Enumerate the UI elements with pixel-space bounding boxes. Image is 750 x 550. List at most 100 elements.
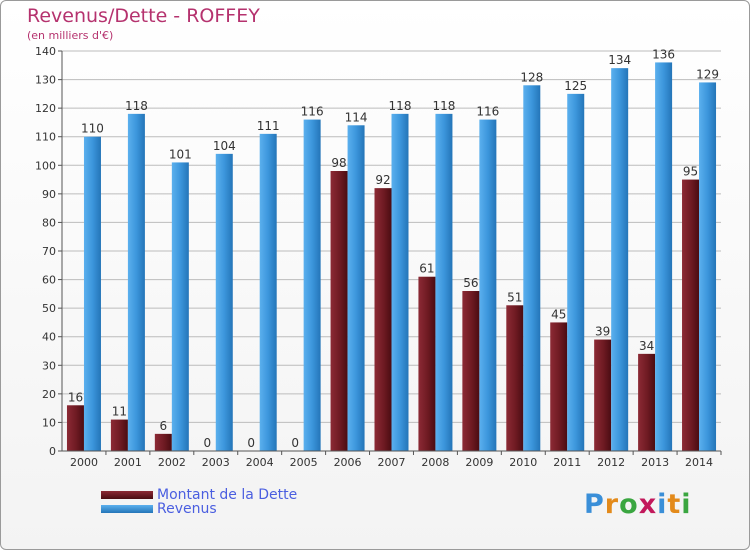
legend-item-debt: Montant de la Dette [101, 487, 297, 503]
data-label-debt: 34 [639, 339, 654, 353]
x-tick-label: 2009 [465, 456, 493, 469]
bars [66, 62, 717, 452]
bar-debt [110, 419, 128, 451]
bar-debt [594, 339, 612, 451]
x-tick-label: 2011 [553, 456, 581, 469]
data-labels: 16 110 11 118 6 101 0 104 0 111 0 116 98 114 92 118 61 11… [68, 47, 719, 450]
y-tick-label: 80 [42, 216, 56, 229]
data-label-debt: 11 [112, 405, 127, 419]
data-label-revenus: 116 [476, 105, 499, 119]
data-label-revenus: 136 [652, 47, 675, 61]
legend-item-revenus: Revenus [101, 501, 217, 517]
bar-debt [682, 179, 700, 452]
x-tick-label: 2002 [158, 456, 186, 469]
legend-label-revenus: Revenus [157, 501, 217, 517]
x-tick-label: 2003 [202, 456, 230, 469]
legend-label-debt: Montant de la Dette [157, 487, 298, 503]
bar-revenus [655, 62, 673, 452]
data-label-revenus: 110 [81, 122, 104, 136]
bar-revenus [611, 68, 629, 452]
data-label-revenus: 116 [301, 105, 324, 119]
y-tick-label: 30 [42, 359, 56, 372]
legend-swatch-revenus [101, 505, 153, 513]
x-tick-label: 2001 [114, 456, 142, 469]
x-tick-label: 2005 [290, 456, 318, 469]
y-tick-label: 20 [42, 388, 56, 401]
y-tick-label: 70 [42, 245, 56, 258]
bar-revenus [347, 125, 365, 452]
x-tick-label: 2013 [641, 456, 669, 469]
x-tick-label: 2010 [509, 456, 537, 469]
y-tick-label: 0 [49, 445, 56, 458]
x-tick-label: 2008 [421, 456, 449, 469]
y-tick-label: 60 [42, 274, 56, 287]
data-label-debt: 45 [551, 307, 566, 321]
y-tick-label: 120 [35, 102, 56, 115]
bar-debt [418, 276, 436, 451]
y-tick-label: 100 [35, 159, 56, 172]
y-tick-label: 10 [42, 416, 56, 429]
bar-debt [154, 433, 172, 451]
y-tick-label: 130 [35, 74, 56, 87]
x-tick-label: 2007 [378, 456, 406, 469]
data-label-revenus: 111 [257, 119, 280, 133]
bar-revenus [83, 136, 101, 451]
x-tick-label: 2000 [70, 456, 98, 469]
bar-revenus [435, 113, 453, 451]
data-label-revenus: 118 [432, 99, 455, 113]
data-label-revenus: 125 [564, 79, 587, 93]
y-tick-label: 50 [42, 302, 56, 315]
bar-debt [66, 405, 84, 451]
bar-debt [374, 188, 392, 451]
data-label-revenus: 128 [520, 70, 543, 84]
proxiti-logo: Proxiti [584, 489, 692, 520]
bar-revenus [171, 162, 189, 451]
bar-debt [550, 322, 568, 451]
bar-revenus [567, 93, 585, 451]
y-tick-label: 140 [35, 45, 56, 58]
data-label-debt: 16 [68, 390, 83, 404]
bar-revenus [479, 119, 497, 452]
data-label-debt: 0 [247, 436, 255, 450]
bar-revenus [127, 113, 145, 451]
y-tick-label: 110 [35, 131, 56, 144]
data-label-revenus: 104 [213, 139, 236, 153]
data-label-revenus: 129 [696, 67, 719, 81]
x-tick-label: 2014 [685, 456, 713, 469]
bar-revenus [391, 113, 409, 451]
data-label-debt: 95 [683, 165, 698, 179]
data-label-revenus: 114 [345, 110, 368, 124]
data-label-revenus: 101 [169, 147, 192, 161]
data-label-revenus: 134 [608, 53, 631, 67]
data-label-debt: 51 [507, 290, 522, 304]
x-tick-label: 2006 [334, 456, 362, 469]
legend-swatch-debt [101, 491, 153, 499]
data-label-debt: 92 [375, 173, 390, 187]
data-label-debt: 98 [331, 156, 346, 170]
bar-debt [638, 353, 656, 451]
chart-subtitle: (en milliers d'€) [27, 29, 114, 42]
bar-revenus [215, 153, 233, 451]
bar-revenus [303, 119, 321, 452]
bar-revenus [523, 85, 541, 452]
y-tick-label: 90 [42, 188, 56, 201]
data-label-debt: 0 [203, 436, 211, 450]
data-label-debt: 0 [291, 436, 299, 450]
bar-revenus [699, 82, 717, 451]
bar-debt [462, 291, 480, 451]
chart-title: Revenus/Dette - ROFFEY [27, 5, 260, 27]
data-label-debt: 56 [463, 276, 478, 290]
data-label-revenus: 118 [389, 99, 412, 113]
bar-revenus [259, 133, 277, 451]
data-label-debt: 6 [160, 419, 168, 433]
x-tick-label: 2004 [246, 456, 274, 469]
y-tick-label: 40 [42, 331, 56, 344]
data-label-debt: 39 [595, 325, 610, 339]
x-tick-label: 2012 [597, 456, 625, 469]
bar-debt [506, 305, 524, 451]
data-label-debt: 61 [419, 262, 434, 276]
bar-debt [330, 171, 348, 451]
